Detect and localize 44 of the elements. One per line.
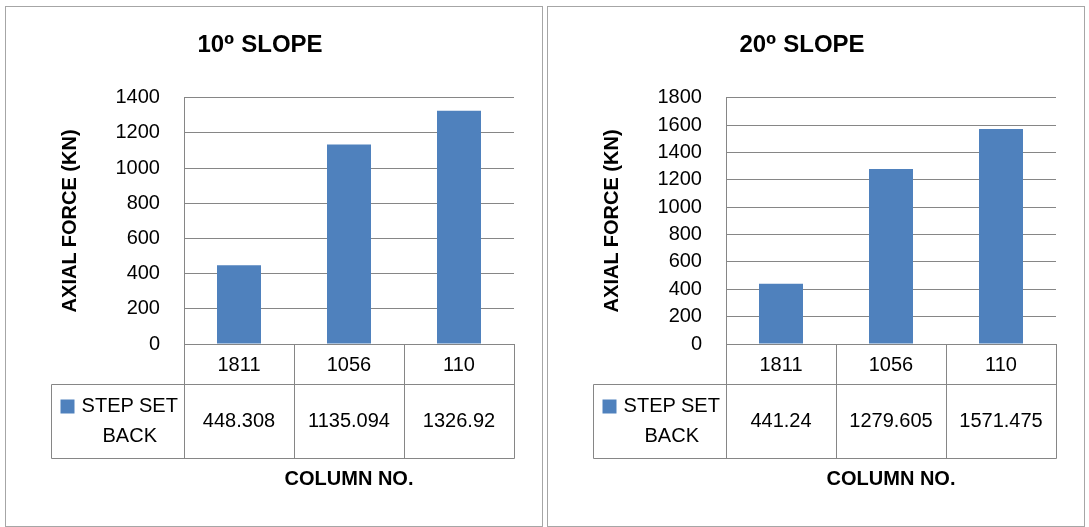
y-tick-label: 1400 — [657, 140, 702, 163]
y-tick-label: 1600 — [657, 112, 702, 135]
y-tick-label: 0 — [690, 331, 702, 354]
y-tick-label: 600 — [668, 249, 702, 272]
x-tick-label: 110 — [985, 352, 1017, 375]
x-tick-label: 1056 — [868, 352, 914, 375]
y-tick-label: 200 — [126, 296, 160, 319]
y-tick-label: 1400 — [115, 85, 160, 108]
data-label: 1571.475 — [959, 409, 1043, 432]
y-tick-label: 400 — [668, 276, 702, 299]
data-label: 448.308 — [202, 409, 276, 432]
bar — [759, 283, 803, 344]
bar — [437, 110, 481, 344]
y-axis-title: AXIAL FORCE (KN) — [599, 129, 622, 313]
y-tick-label: 200 — [668, 304, 702, 327]
chart-title: 20⁰ SLOPE — [739, 30, 865, 58]
y-tick-label: 1800 — [657, 85, 702, 108]
y-tick-label: 1200 — [115, 120, 160, 143]
y-tick-label: 1000 — [115, 155, 160, 178]
bar — [327, 144, 371, 344]
y-tick-label: 800 — [668, 222, 702, 245]
y-tick-label: 400 — [126, 261, 160, 284]
data-label: 1135.094 — [308, 409, 390, 432]
bar — [979, 129, 1023, 344]
y-tick-label: 1000 — [657, 194, 702, 217]
data-label: 1279.605 — [849, 409, 933, 432]
data-label: 441.24 — [750, 409, 812, 432]
legend-label: STEP SET BACK — [623, 394, 720, 447]
data-label: 1326.92 — [422, 409, 496, 432]
x-axis-title: COLUMN NO. — [826, 466, 956, 489]
y-tick-label: 600 — [126, 226, 160, 248]
x-tick-label: 1056 — [326, 352, 372, 375]
x-tick-label: 1811 — [217, 352, 261, 375]
bar — [217, 265, 261, 344]
x-tick-label: 110 — [443, 352, 475, 375]
y-axis-title: AXIAL FORCE (KN) — [57, 129, 80, 313]
y-tick-label: 800 — [126, 190, 160, 213]
chart-title: 10⁰ SLOPE — [197, 30, 323, 58]
legend-label: STEP SET BACK — [81, 394, 178, 447]
y-tick-label: 0 — [148, 331, 160, 354]
y-tick-label: 1200 — [657, 167, 702, 190]
bar — [869, 168, 913, 344]
x-tick-label: 1811 — [759, 352, 803, 375]
x-axis-title: COLUMN NO. — [284, 466, 414, 489]
